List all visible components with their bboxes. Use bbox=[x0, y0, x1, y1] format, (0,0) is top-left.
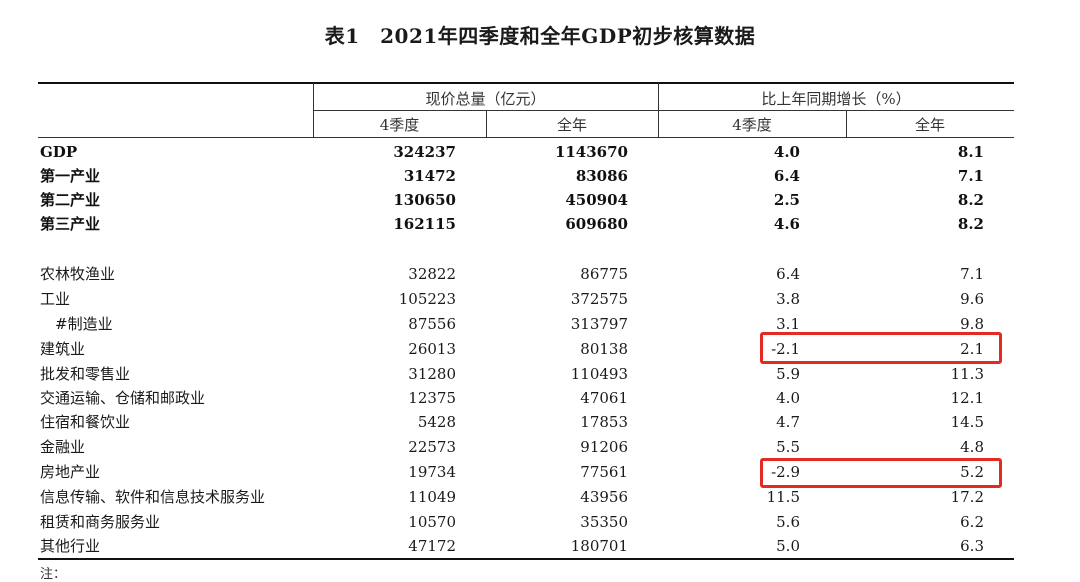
highlight-box-construction bbox=[760, 332, 1002, 364]
cell-industry: #制造业 bbox=[40, 315, 113, 333]
cell-q4-value: 105223 bbox=[398, 290, 456, 308]
cell-year-growth: 2.1 bbox=[960, 340, 984, 358]
cell-year-growth: 12.1 bbox=[950, 389, 984, 407]
cell-q4-growth: 3.8 bbox=[776, 290, 800, 308]
cell-q4-growth: 5.0 bbox=[776, 537, 800, 555]
cell-q4-value: 130650 bbox=[393, 191, 456, 209]
cell-industry: 批发和零售业 bbox=[40, 365, 131, 383]
cell-q4-value: 31472 bbox=[403, 167, 456, 185]
cell-q4-growth: 3.1 bbox=[776, 315, 800, 333]
cell-q4-value: 5428 bbox=[417, 413, 456, 431]
header-col-q4: 4季度 bbox=[379, 116, 420, 134]
cell-year-value: 1143670 bbox=[554, 143, 628, 161]
cell-q4-growth: 6.4 bbox=[776, 265, 800, 283]
cell-q4-value: 162115 bbox=[393, 215, 456, 233]
cell-q4-value: 26013 bbox=[408, 340, 456, 358]
header-group-growth: 比上年同期增长（%） bbox=[761, 90, 911, 108]
header-col-year: 全年 bbox=[556, 116, 587, 134]
cell-year-value: 180701 bbox=[570, 537, 628, 555]
cell-q4-growth: 5.6 bbox=[776, 513, 800, 531]
cell-industry: GDP bbox=[40, 143, 78, 161]
cell-year-growth: 9.6 bbox=[960, 290, 984, 308]
header-group-current-price: 现价总量（亿元） bbox=[425, 90, 546, 108]
cell-year-growth: 9.8 bbox=[960, 315, 984, 333]
cell-year-value: 450904 bbox=[565, 191, 628, 209]
cell-q4-growth: -2.9 bbox=[771, 463, 800, 481]
top-rule bbox=[38, 82, 1014, 84]
cell-q4-value: 10570 bbox=[408, 513, 456, 531]
header-mid-rule bbox=[313, 110, 1014, 111]
cell-q4-value: 22573 bbox=[408, 438, 456, 456]
cell-year-growth: 7.1 bbox=[957, 167, 984, 185]
cell-industry: 第一产业 bbox=[40, 167, 101, 185]
cell-q4-growth: -2.1 bbox=[771, 340, 800, 358]
bottom-rule bbox=[38, 558, 1014, 560]
cell-industry: 金融业 bbox=[40, 438, 86, 456]
cell-year-value: 17853 bbox=[580, 413, 628, 431]
cell-q4-growth: 4.0 bbox=[776, 389, 800, 407]
cell-year-growth: 14.5 bbox=[950, 413, 984, 431]
cell-q4-value: 324237 bbox=[393, 143, 456, 161]
cell-q4-value: 32822 bbox=[408, 265, 456, 283]
cell-q4-growth: 4.7 bbox=[776, 413, 800, 431]
cell-year-growth: 11.3 bbox=[950, 365, 984, 383]
cell-year-value: 110493 bbox=[570, 365, 628, 383]
cell-q4-growth: 5.5 bbox=[776, 438, 800, 456]
cell-industry: 信息传输、软件和信息技术服务业 bbox=[40, 488, 266, 506]
cell-year-growth: 7.1 bbox=[960, 265, 984, 283]
cell-q4-value: 12375 bbox=[408, 389, 456, 407]
cell-q4-growth: 4.0 bbox=[773, 143, 800, 161]
cell-year-value: 47061 bbox=[580, 389, 628, 407]
cell-q4-value: 31280 bbox=[408, 365, 456, 383]
cell-year-value: 86775 bbox=[580, 265, 628, 283]
cell-year-growth: 4.8 bbox=[960, 438, 984, 456]
cell-industry: 租赁和商务服务业 bbox=[40, 513, 161, 531]
highlight-box-real-estate bbox=[760, 458, 1002, 488]
cell-industry: 住宿和餐饮业 bbox=[40, 413, 131, 431]
cell-industry: 农林牧渔业 bbox=[40, 265, 116, 283]
cell-year-growth: 8.2 bbox=[957, 191, 984, 209]
cell-year-growth: 8.2 bbox=[957, 215, 984, 233]
cell-year-value: 80138 bbox=[580, 340, 628, 358]
cell-year-growth: 6.2 bbox=[960, 513, 984, 531]
cell-year-value: 609680 bbox=[565, 215, 628, 233]
cell-year-value: 43956 bbox=[580, 488, 628, 506]
cell-industry: 第二产业 bbox=[40, 191, 101, 209]
cell-industry: 工业 bbox=[40, 290, 71, 308]
cell-year-value: 372575 bbox=[570, 290, 628, 308]
cell-year-value: 77561 bbox=[580, 463, 628, 481]
header-bottom-rule bbox=[38, 137, 1014, 138]
cell-industry: 房地产业 bbox=[40, 463, 101, 481]
cell-year-growth: 8.1 bbox=[957, 143, 984, 161]
cell-q4-growth: 5.9 bbox=[776, 365, 800, 383]
cell-q4-value: 19734 bbox=[408, 463, 456, 481]
cell-industry: 建筑业 bbox=[40, 340, 86, 358]
footnote: 注： bbox=[40, 567, 67, 582]
cell-year-growth: 6.3 bbox=[960, 537, 984, 555]
cell-year-value: 83086 bbox=[575, 167, 628, 185]
header-divider-3 bbox=[658, 83, 659, 137]
cell-q4-value: 11049 bbox=[408, 488, 456, 506]
cell-year-value: 91206 bbox=[580, 438, 628, 456]
cell-year-value: 35350 bbox=[580, 513, 628, 531]
cell-q4-growth: 2.5 bbox=[773, 191, 800, 209]
header-divider-1 bbox=[313, 83, 314, 137]
header-divider-4 bbox=[846, 111, 847, 137]
cell-q4-value: 87556 bbox=[408, 315, 456, 333]
cell-industry: 交通运输、仓储和邮政业 bbox=[40, 389, 206, 407]
cell-year-growth: 17.2 bbox=[950, 488, 984, 506]
cell-q4-value: 47172 bbox=[408, 537, 456, 555]
header-col-year-growth: 全年 bbox=[914, 116, 945, 134]
header-divider-2 bbox=[486, 111, 487, 137]
cell-q4-growth: 4.6 bbox=[773, 215, 800, 233]
table-title: 表1 2021年四季度和全年GDP初步核算数据 bbox=[324, 24, 756, 48]
cell-q4-growth: 6.4 bbox=[773, 167, 800, 185]
cell-industry: 第三产业 bbox=[40, 215, 101, 233]
cell-year-value: 313797 bbox=[570, 315, 628, 333]
header-col-q4-growth: 4季度 bbox=[732, 116, 772, 134]
cell-industry: 其他行业 bbox=[40, 537, 101, 555]
cell-year-growth: 5.2 bbox=[960, 463, 984, 481]
cell-q4-growth: 11.5 bbox=[766, 488, 800, 506]
